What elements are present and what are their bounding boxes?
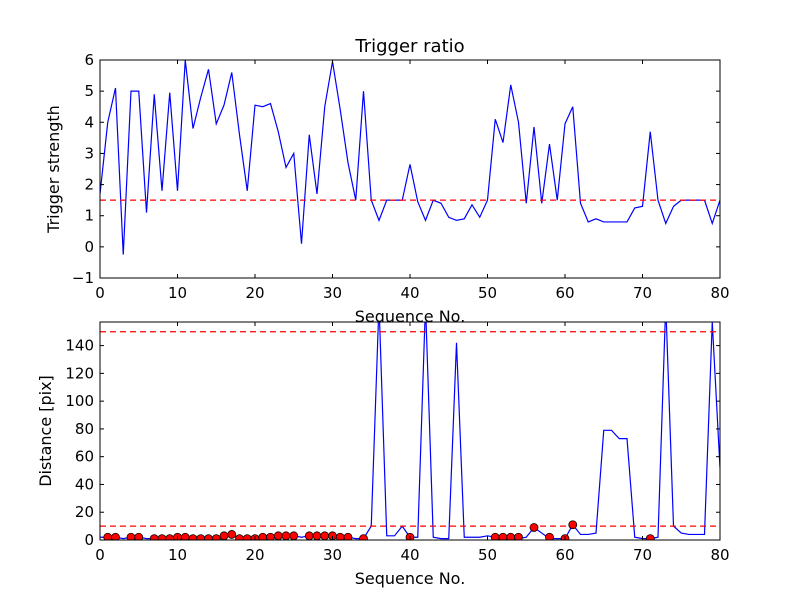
data-point [211,534,221,540]
data-point [320,531,330,540]
y-axis-label: Distance [pix] [36,375,55,487]
data-point [343,532,353,540]
x-tick-label: 60 [555,546,574,564]
y-tick-label: 120 [65,364,94,382]
y-axis-label: Trigger strength [44,105,63,234]
y-tick-label: 6 [84,51,94,69]
y-tick-label: 4 [84,113,94,131]
data-point [111,532,120,540]
data-point [204,534,213,540]
y-tick-label: 20 [75,503,94,521]
y-tick-label: 140 [65,337,94,355]
series-line [100,60,720,255]
plot-frame [99,59,721,279]
chart-title: Trigger ratio [354,36,464,57]
x-tick-label: 20 [245,284,264,302]
x-tick-label: 40 [400,284,419,302]
y-tick-label: −1 [72,269,94,287]
x-tick-label: 30 [323,546,342,564]
x-tick-label: 60 [555,284,574,302]
data-point [514,532,523,540]
data-point [157,534,167,540]
x-tick-label: 20 [245,546,264,564]
data-point [359,534,368,540]
y-tick-label: 80 [75,420,94,438]
x-tick-label: 50 [478,546,497,564]
y-tick-label: 40 [75,475,94,493]
data-point [188,534,198,540]
y-tick-label: 1 [84,207,94,225]
plot-area [100,60,720,278]
data-point [568,520,578,530]
data-point [134,532,144,540]
x-axis-label: Sequence No. [355,569,466,588]
x-tick-label: 80 [710,284,729,302]
y-tick-label: 5 [84,82,94,100]
data-point [281,531,291,540]
series-group [100,60,720,255]
y-tick-label: 3 [84,144,94,162]
x-tick-label: 40 [400,546,419,564]
data-point [196,534,206,540]
x-tick-label: 10 [168,546,187,564]
data-point [273,531,283,540]
tick-group: 0 10 20 30 40 50 60 70 80 0 20 40 60 80 100 120 140 [65,322,730,564]
x-tick-label: 70 [633,546,652,564]
x-tick-label: 0 [95,546,105,564]
x-tick-label: 30 [323,284,342,302]
x-tick-label: 70 [633,284,652,302]
y-tick-label: 0 [84,531,94,549]
data-point [219,531,229,540]
data-point [165,534,175,540]
plot-area [100,322,720,540]
y-tick-label: 0 [84,238,94,256]
y-tick-label: 100 [65,392,94,410]
data-point [545,532,554,540]
plot-frame [99,321,721,541]
data-point [645,534,655,540]
data-point [304,531,314,540]
data-point [289,531,299,540]
data-point [227,530,237,539]
x-axis-label: Sequence No. [355,307,466,326]
x-tick-label: 10 [168,284,187,302]
x-tick-label: 80 [710,546,729,564]
y-tick-label: 60 [75,448,94,466]
data-point [235,534,244,540]
x-tick-label: 50 [478,284,497,302]
data-point [242,534,252,540]
data-point [529,523,539,532]
y-tick-label: 2 [84,176,94,194]
distance-panel: 0 10 20 30 40 50 60 70 80 0 20 40 60 80 100 120 140 Sequ… [36,321,730,588]
data-point [149,534,159,540]
x-tick-label: 0 [95,284,105,302]
data-point [312,531,322,540]
